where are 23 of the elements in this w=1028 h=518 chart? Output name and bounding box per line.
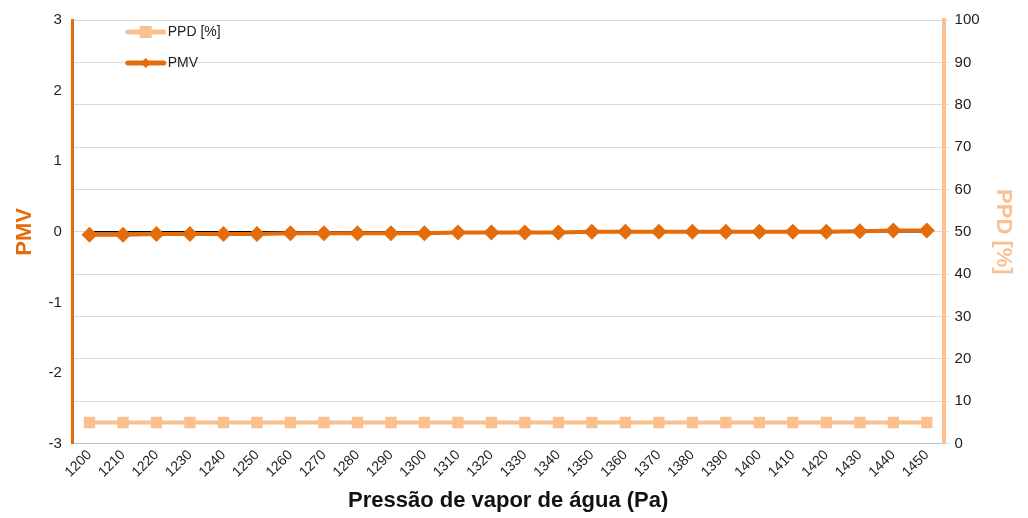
- y-axis-title: PMV: [11, 207, 37, 256]
- y2-axis-title: PPD [%]: [991, 189, 1017, 275]
- y2-tick-label: 60: [954, 179, 972, 197]
- y-tick-label: -2: [48, 363, 62, 381]
- legend-label: PPD [%]: [167, 22, 221, 39]
- y-tick-label: 3: [53, 10, 62, 28]
- y2-tick-label: 10: [954, 391, 972, 409]
- y2-tick-label: 50: [954, 221, 972, 239]
- y2-tick-label: 20: [954, 349, 972, 367]
- y2-tick-label: 90: [954, 52, 972, 70]
- legend-label: PMV: [167, 53, 199, 70]
- y-tick-label: -3: [48, 433, 62, 451]
- y-tick-label: 1: [53, 151, 62, 169]
- y2-tick-label: 40: [954, 264, 972, 282]
- y2-tick-label: 100: [954, 10, 980, 28]
- y2-tick-label: 70: [954, 137, 972, 155]
- y-tick-label: 2: [53, 80, 62, 98]
- y2-tick-label: 80: [954, 94, 972, 112]
- y2-tick-label: 30: [954, 306, 972, 324]
- y2-tick-label: 0: [954, 433, 963, 451]
- y-tick-label: 0: [53, 221, 62, 239]
- y-tick-label: -1: [48, 292, 62, 310]
- x-axis-title: Pressão de vapor de água (Pa): [347, 486, 669, 512]
